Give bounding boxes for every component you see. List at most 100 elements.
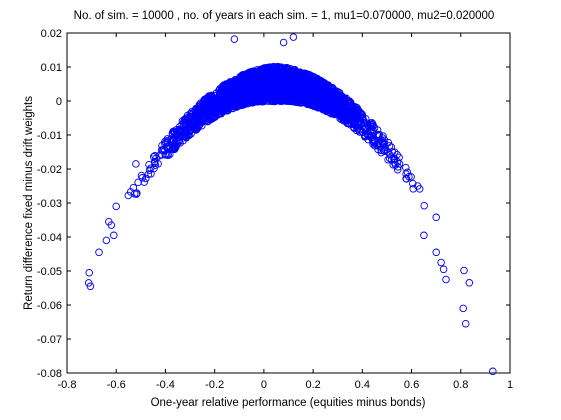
data-point <box>290 75 298 83</box>
data-point <box>319 105 327 114</box>
data-point <box>198 115 206 124</box>
data-point <box>257 70 265 79</box>
data-point <box>360 119 368 127</box>
data-point <box>301 74 310 83</box>
y-tick-label: 0.01 <box>41 62 62 74</box>
data-point <box>133 189 141 197</box>
y-tick-label: -0.07 <box>37 334 62 346</box>
data-point <box>244 91 252 99</box>
data-point <box>267 91 275 100</box>
data-point <box>162 150 171 159</box>
data-point <box>339 103 348 111</box>
data-point <box>84 279 93 287</box>
data-point <box>279 38 288 47</box>
data-point <box>250 87 258 95</box>
data-point <box>180 115 189 124</box>
data-point <box>271 82 280 90</box>
data-point <box>296 96 304 105</box>
data-point <box>420 201 428 210</box>
data-point <box>140 178 148 186</box>
data-point <box>439 265 448 274</box>
data-point <box>289 70 298 79</box>
data-point <box>357 110 366 119</box>
data-point <box>205 112 213 121</box>
data-point <box>219 101 227 110</box>
data-point <box>273 78 282 87</box>
data-point <box>310 73 319 81</box>
data-point <box>208 112 216 120</box>
y-tick-label: -0.01 <box>37 130 62 142</box>
data-point <box>237 80 245 89</box>
data-point <box>318 101 327 110</box>
data-point <box>320 80 329 89</box>
data-point <box>402 175 411 183</box>
data-point <box>489 367 497 376</box>
data-point <box>332 109 340 118</box>
data-point <box>459 304 467 313</box>
data-point <box>345 106 353 115</box>
data-point <box>307 96 315 105</box>
data-point <box>144 170 153 178</box>
data-point <box>245 95 253 103</box>
data-point <box>161 138 170 147</box>
data-point <box>110 231 118 240</box>
y-tick-label: -0.06 <box>37 300 62 312</box>
data-point <box>294 70 302 79</box>
x-axis-label: One-year relative performance (equities … <box>151 397 426 409</box>
data-point <box>316 99 324 107</box>
data-point <box>337 94 346 103</box>
data-point <box>442 275 450 284</box>
data-point <box>200 100 208 109</box>
x-tick-label: 0.6 <box>404 379 419 391</box>
data-point <box>343 97 352 106</box>
data-point <box>387 155 396 164</box>
data-point <box>405 172 413 181</box>
data-point <box>252 97 260 105</box>
x-tick-label: -0.2 <box>205 379 224 391</box>
data-point <box>359 114 367 122</box>
data-point <box>379 140 388 149</box>
y-tick-label: -0.02 <box>37 164 62 176</box>
data-point <box>289 89 298 97</box>
data-point <box>379 132 387 140</box>
data-point <box>95 248 103 257</box>
data-point <box>230 35 239 43</box>
data-point <box>187 110 196 119</box>
data-point <box>147 170 155 178</box>
data-point <box>289 80 297 89</box>
data-point <box>409 179 417 188</box>
x-tick-label: 0 <box>261 379 267 391</box>
data-point <box>317 100 325 109</box>
data-point <box>347 116 355 124</box>
data-point <box>192 126 200 134</box>
y-tick-label: 0.02 <box>41 28 62 40</box>
data-point <box>179 132 188 141</box>
y-tick-label: -0.04 <box>37 232 62 244</box>
data-point <box>180 132 188 140</box>
data-point <box>263 82 271 91</box>
data-point <box>185 113 193 121</box>
data-point <box>197 117 205 125</box>
x-tick-label: 1 <box>507 379 513 391</box>
data-point <box>233 78 242 87</box>
data-point <box>145 166 154 174</box>
data-point <box>333 89 341 98</box>
data-point <box>85 268 93 277</box>
x-tick-label: 0.4 <box>355 379 370 391</box>
data-point <box>437 258 445 267</box>
data-point <box>465 279 474 287</box>
data-point <box>223 90 232 99</box>
data-point <box>178 131 187 139</box>
data-point <box>461 319 470 328</box>
chart-title: No. of sim. = 10000 , no. of years in ea… <box>74 10 495 22</box>
data-point <box>339 113 348 122</box>
data-point <box>374 132 383 140</box>
data-point <box>134 178 142 187</box>
data-point <box>223 87 231 96</box>
data-point <box>166 150 174 159</box>
x-axis: -0.8 -0.6 -0.4 -0.2 0 0.2 0.4 0.6 0.8 1 <box>58 33 513 391</box>
data-point <box>212 95 220 103</box>
data-point <box>317 89 325 97</box>
x-tick-label: 0.2 <box>305 379 320 391</box>
